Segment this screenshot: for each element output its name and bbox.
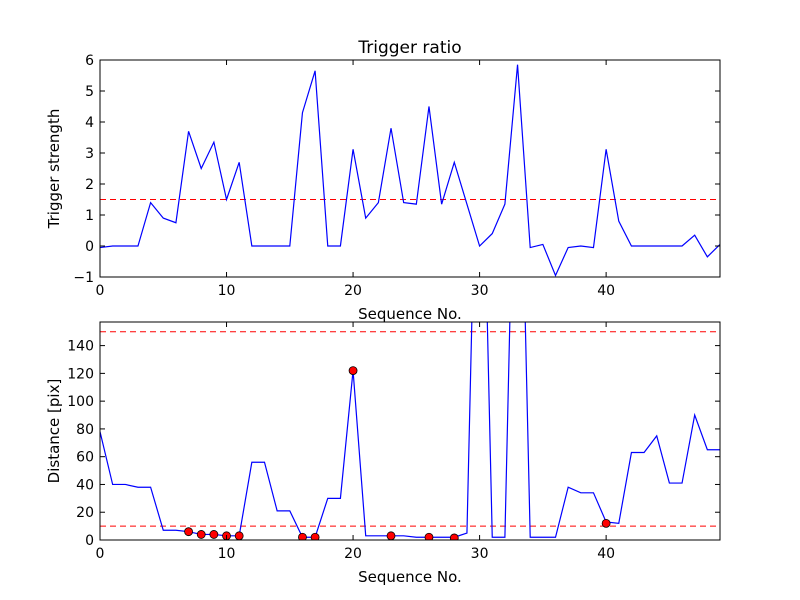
x-tick-label: 10 xyxy=(218,283,236,299)
x-axis-label: Sequence No. xyxy=(358,568,462,586)
x-tick-label: 30 xyxy=(471,546,489,562)
y-tick-label: 120 xyxy=(67,366,94,382)
y-tick-label: 40 xyxy=(76,477,94,493)
plot-area xyxy=(100,64,720,277)
data-point-marker xyxy=(196,530,206,539)
x-tick-label: 20 xyxy=(344,546,362,562)
data-point-marker xyxy=(184,527,193,537)
y-tick-label: 3 xyxy=(85,146,94,162)
axes-frame xyxy=(99,59,721,278)
x-tick-label: 20 xyxy=(344,283,362,299)
distance-chart: 0 10 20 30 40 0 20 40 60 80 100 120 140 Sequence No. D… xyxy=(45,321,721,586)
data-point-marker xyxy=(386,531,396,540)
data-point-marker xyxy=(298,532,307,540)
x-tick-label: 10 xyxy=(218,546,236,562)
data-point-marker xyxy=(601,518,611,528)
y-tick-label: −1 xyxy=(73,270,94,286)
x-axis-label: Sequence No. xyxy=(358,305,462,323)
y-tick-label: 140 xyxy=(67,339,94,355)
data-point-marker xyxy=(449,533,459,540)
data-point-marker xyxy=(348,366,358,375)
x-tick-label: 40 xyxy=(597,283,615,299)
data-point-marker xyxy=(209,530,219,539)
y-tick-label: 2 xyxy=(85,177,94,193)
x-tick-label: 0 xyxy=(96,283,105,299)
y-tick-label: 6 xyxy=(85,53,94,69)
y-tick-label: 80 xyxy=(76,422,94,438)
y-tick-label: 1 xyxy=(85,208,94,224)
y-tick-label: 100 xyxy=(67,394,94,410)
x-tick-label: 0 xyxy=(96,546,105,562)
y-tick-label: 60 xyxy=(76,450,94,466)
y-axis-label: Trigger strength xyxy=(45,109,63,230)
y-tick-label: 20 xyxy=(76,505,94,521)
y-tick-label: 4 xyxy=(85,115,94,131)
plot-area xyxy=(100,322,720,540)
axes-frame xyxy=(99,321,721,541)
chart-title: Trigger ratio xyxy=(357,38,461,58)
data-point-marker xyxy=(310,532,320,540)
y-tick-label: 5 xyxy=(85,84,94,100)
y-tick-label: 0 xyxy=(85,533,94,549)
data-point-marker xyxy=(424,532,434,540)
y-tick-label: 0 xyxy=(85,239,94,255)
y-axis-label: Distance [pix] xyxy=(45,379,63,484)
x-tick-label: 30 xyxy=(471,283,489,299)
series-line xyxy=(100,64,720,277)
x-tick-label: 40 xyxy=(597,546,615,562)
data-point-marker xyxy=(234,531,244,540)
